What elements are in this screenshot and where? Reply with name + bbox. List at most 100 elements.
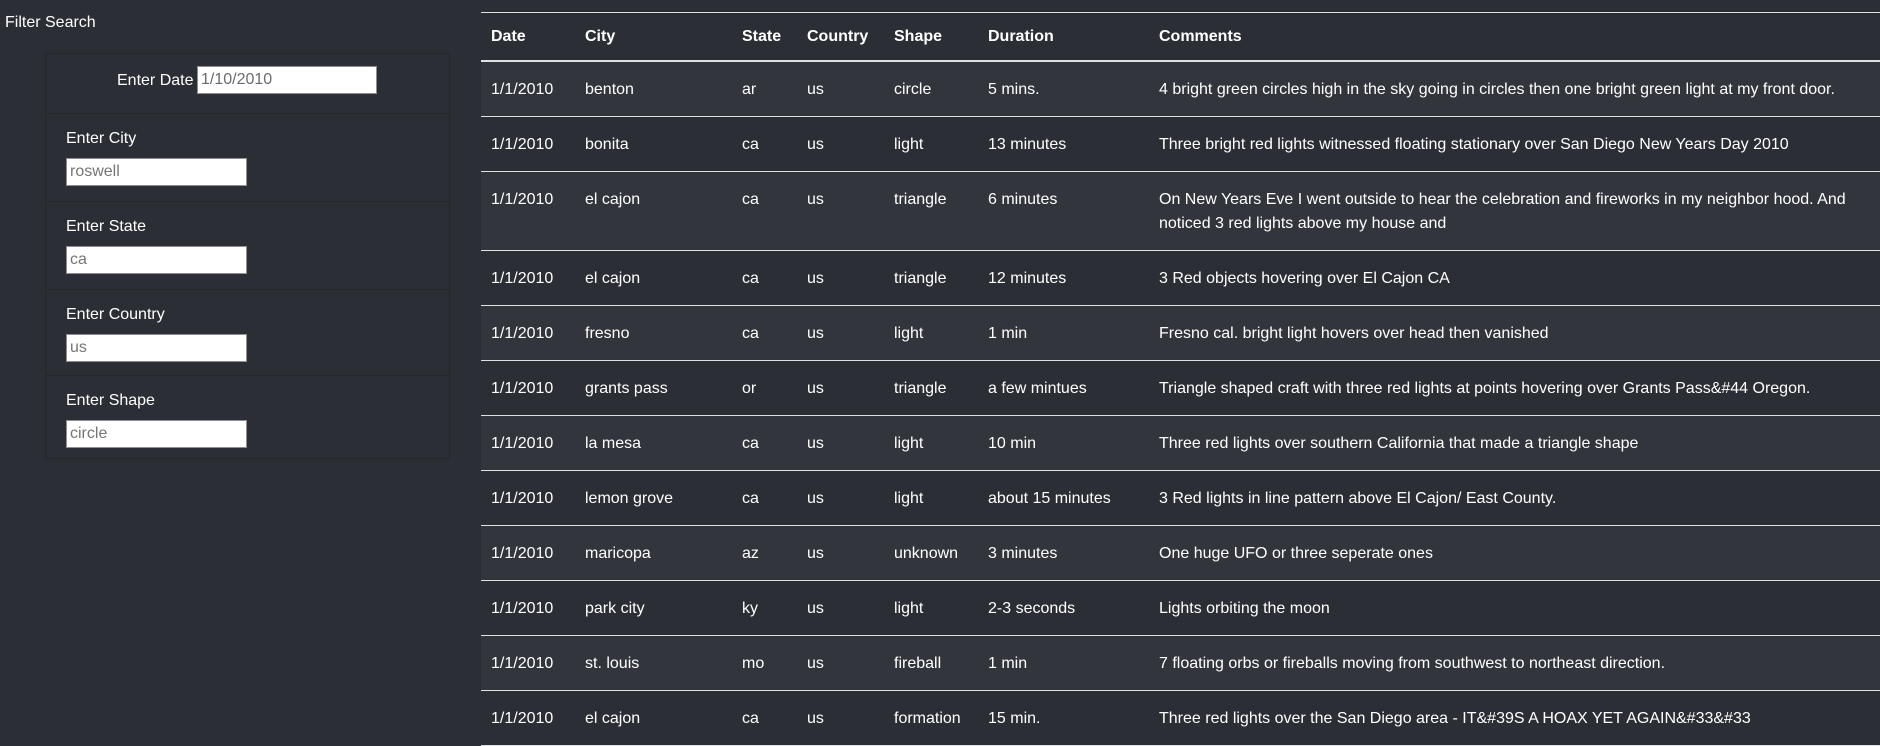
cell-shape: light	[884, 304, 978, 360]
cell-state: ky	[732, 579, 797, 635]
cell-city: el cajon	[575, 249, 732, 305]
cell-state: ca	[732, 469, 797, 525]
cell-duration: 1 min	[978, 304, 1149, 360]
cell-shape: light	[884, 469, 978, 525]
cell-shape: formation	[884, 689, 978, 746]
cell-duration: 15 min.	[978, 689, 1149, 746]
cell-duration: 6 minutes	[978, 170, 1149, 250]
header-city: City	[575, 12, 732, 62]
cell-country: us	[797, 414, 884, 470]
table-row: 1/1/2010 lemon grove ca us light about 15 min…	[481, 469, 1880, 525]
cell-comments: 3 Red lights in line pattern above El Ca…	[1149, 469, 1880, 525]
table-row: 1/1/2010 grants pass or us triangle a few min…	[481, 359, 1880, 415]
ufo-sightings-table: Date City State Country Shape Duration C…	[481, 12, 1880, 746]
header-comments: Comments	[1149, 12, 1880, 62]
cell-state: ca	[732, 304, 797, 360]
cell-shape: fireball	[884, 634, 978, 690]
cell-shape: triangle	[884, 249, 978, 305]
state-input[interactable]	[66, 246, 247, 274]
cell-shape: light	[884, 579, 978, 635]
cell-comments: One huge UFO or three seperate ones	[1149, 524, 1880, 580]
table-row: 1/1/2010 benton ar us circle 5 mins. 4 bright …	[481, 60, 1880, 116]
cell-state: ca	[732, 414, 797, 470]
cell-date: 1/1/2010	[481, 689, 575, 746]
filter-item-city: Enter City	[46, 114, 449, 202]
date-input[interactable]	[197, 66, 377, 94]
table-body: 1/1/2010 benton ar us circle 5 mins. 4 bright …	[481, 60, 1880, 746]
cell-state: ca	[732, 689, 797, 746]
header-state: State	[732, 12, 797, 62]
table-row: 1/1/2010 bonita ca us light 13 minutes Three b…	[481, 115, 1880, 171]
cell-city: la mesa	[575, 414, 732, 470]
cell-state: az	[732, 524, 797, 580]
header-date: Date	[481, 12, 575, 62]
cell-duration: 2-3 seconds	[978, 579, 1149, 635]
cell-comments: Three red lights over southern Californi…	[1149, 414, 1880, 470]
cell-date: 1/1/2010	[481, 414, 575, 470]
cell-comments: 3 Red objects hovering over El Cajon CA	[1149, 249, 1880, 305]
filter-search-title: Filter Search	[5, 14, 96, 31]
cell-date: 1/1/2010	[481, 524, 575, 580]
shape-input[interactable]	[66, 420, 247, 448]
cell-date: 1/1/2010	[481, 634, 575, 690]
cell-city: maricopa	[575, 524, 732, 580]
cell-city: st. louis	[575, 634, 732, 690]
cell-city: park city	[575, 579, 732, 635]
filter-item-state: Enter State	[46, 202, 449, 290]
cell-city: bonita	[575, 115, 732, 171]
cell-country: us	[797, 170, 884, 250]
header-duration: Duration	[978, 12, 1149, 62]
cell-comments: 4 bright green circles high in the sky g…	[1159, 80, 1835, 98]
cell-date: 1/1/2010	[481, 579, 575, 635]
cell-date: 1/1/2010	[481, 304, 575, 360]
table-row: 1/1/2010 maricopa az us unknown 3 minutes One …	[481, 524, 1880, 580]
cell-country: us	[797, 469, 884, 525]
cell-country: us	[807, 80, 824, 98]
city-label: Enter City	[66, 130, 137, 147]
cell-duration: 5 mins.	[988, 80, 1040, 98]
cell-shape: triangle	[884, 359, 978, 415]
cell-duration: 13 minutes	[978, 115, 1149, 171]
cell-city: grants pass	[575, 359, 732, 415]
cell-state: ca	[732, 249, 797, 305]
filter-sidebar: Filter Search Enter Date Enter City Ente…	[0, 0, 470, 691]
country-input[interactable]	[66, 334, 247, 362]
table-row: 1/1/2010 fresno ca us light 1 min Fresno cal. …	[481, 304, 1880, 360]
cell-city: el cajon	[575, 170, 732, 250]
city-input[interactable]	[66, 158, 247, 186]
cell-duration: 12 minutes	[978, 249, 1149, 305]
country-label: Enter Country	[66, 306, 165, 323]
cell-comments: Three red lights over the San Diego area…	[1149, 689, 1880, 746]
table-header: Date City State Country Shape Duration C…	[481, 12, 1880, 62]
cell-city: lemon grove	[575, 469, 732, 525]
cell-country: us	[797, 249, 884, 305]
header-country: Country	[797, 12, 884, 62]
cell-country: us	[797, 524, 884, 580]
cell-comments: Fresno cal. bright light hovers over hea…	[1149, 304, 1880, 360]
date-label: Enter Date	[117, 72, 194, 89]
cell-city: fresno	[575, 304, 732, 360]
cell-comments: On New Years Eve I went outside to hear …	[1149, 170, 1880, 250]
cell-city: benton	[585, 80, 634, 98]
filter-item-country: Enter Country	[46, 290, 449, 376]
cell-comments: Triangle shaped craft with three red lig…	[1149, 359, 1880, 415]
cell-shape: light	[884, 414, 978, 470]
cell-duration: about 15 minutes	[978, 469, 1149, 525]
cell-state: ca	[732, 170, 797, 250]
table-row: 1/1/2010 el cajon ca us triangle 12 minutes 3 …	[481, 249, 1880, 305]
table-row: 1/1/2010 la mesa ca us light 10 min Three red …	[481, 414, 1880, 470]
filter-panel: Enter Date Enter City Enter State Enter …	[45, 53, 450, 459]
shape-label: Enter Shape	[66, 392, 155, 409]
cell-shape: circle	[894, 80, 932, 98]
cell-city: el cajon	[575, 689, 732, 746]
cell-comments: Three bright red lights witnessed floati…	[1149, 115, 1880, 171]
cell-duration: 3 minutes	[978, 524, 1149, 580]
cell-country: us	[797, 579, 884, 635]
table-row: 1/1/2010 st. louis mo us fireball 1 min 7 floa…	[481, 634, 1880, 690]
cell-duration: 10 min	[978, 414, 1149, 470]
cell-date: 1/1/2010	[481, 469, 575, 525]
cell-comments: Lights orbiting the moon	[1149, 579, 1880, 635]
cell-duration: a few mintues	[978, 359, 1149, 415]
header-shape: Shape	[884, 12, 978, 62]
cell-duration: 1 min	[978, 634, 1149, 690]
